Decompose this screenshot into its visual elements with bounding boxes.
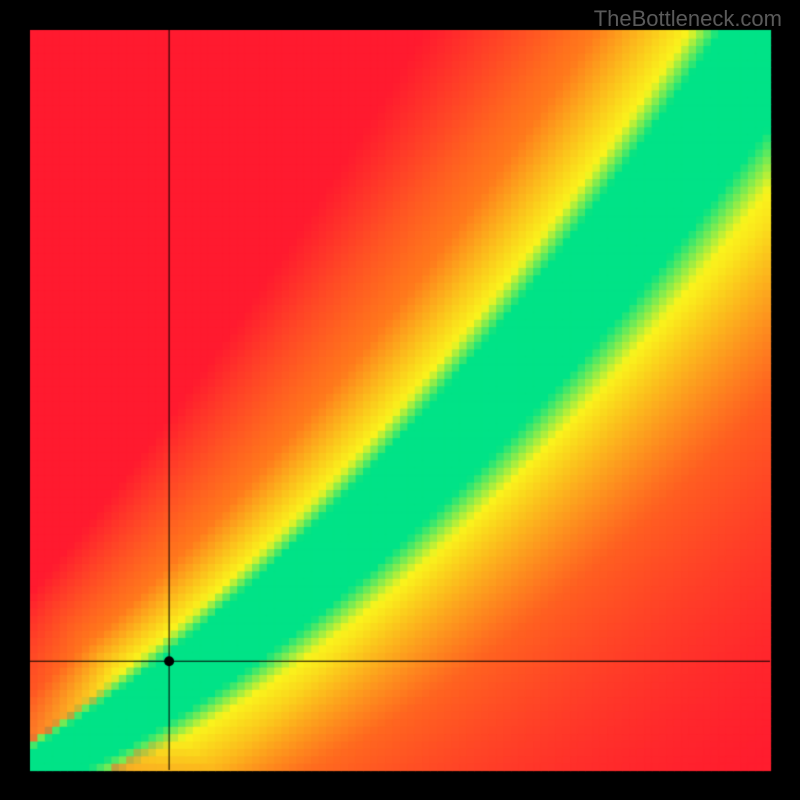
heatmap-canvas <box>0 0 800 800</box>
chart-container: TheBottleneck.com <box>0 0 800 800</box>
watermark-text: TheBottleneck.com <box>594 6 782 32</box>
